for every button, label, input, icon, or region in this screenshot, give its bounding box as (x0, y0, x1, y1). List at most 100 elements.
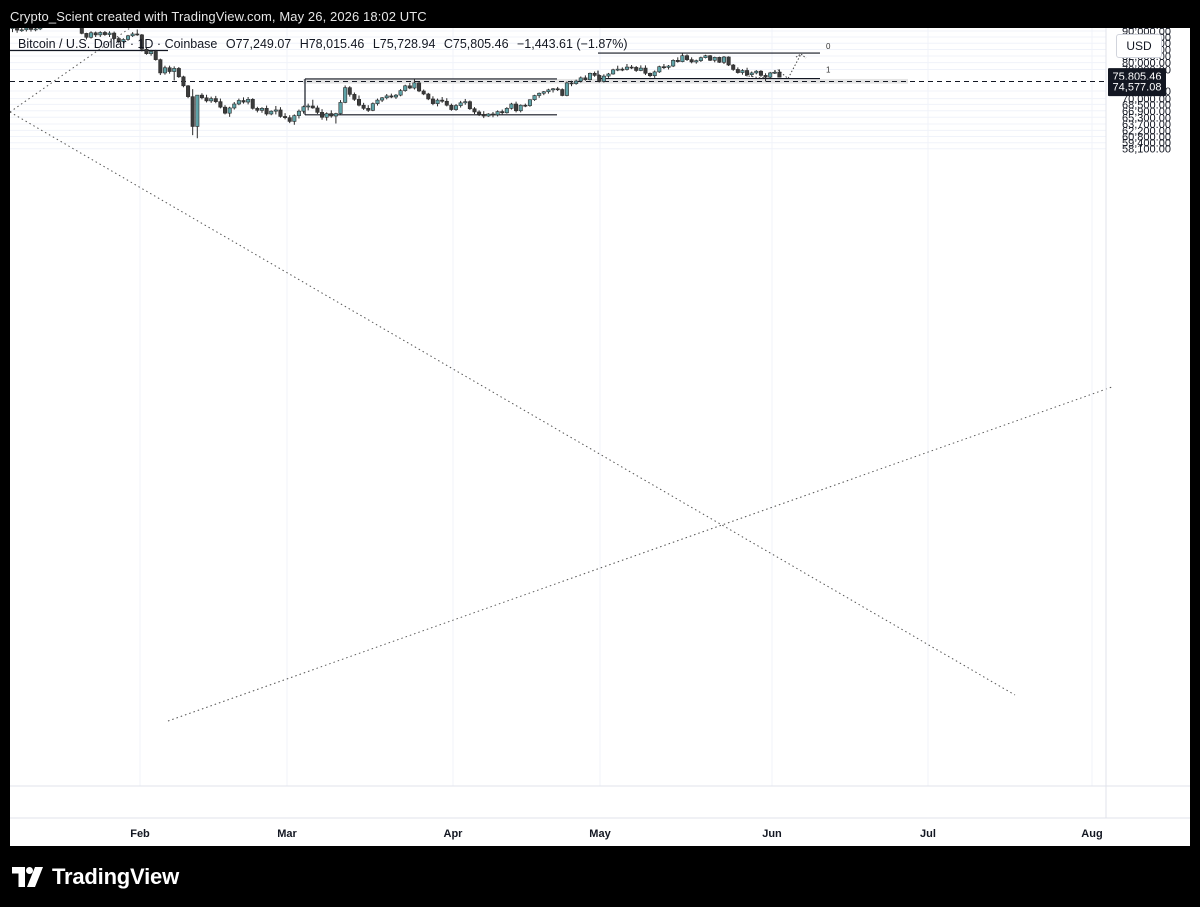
candle[interactable] (403, 84, 408, 92)
candle[interactable] (597, 74, 602, 83)
candle[interactable] (731, 63, 736, 71)
candle[interactable] (712, 56, 717, 63)
candle[interactable] (338, 100, 343, 115)
candle[interactable] (680, 53, 685, 63)
level-price-tag[interactable]: 74,577.08 (1108, 79, 1166, 95)
candle[interactable] (638, 65, 643, 72)
candle[interactable] (564, 81, 569, 97)
candle[interactable] (333, 112, 338, 124)
candle[interactable] (241, 97, 246, 104)
candle[interactable] (287, 115, 292, 124)
candle[interactable] (444, 98, 449, 107)
candle[interactable] (93, 31, 98, 38)
candle[interactable] (467, 100, 472, 110)
candle[interactable] (310, 99, 315, 109)
candle[interactable] (107, 31, 112, 38)
candle[interactable] (407, 82, 412, 90)
candle[interactable] (648, 72, 653, 78)
candle[interactable] (541, 90, 546, 96)
candle[interactable] (356, 95, 361, 107)
candle[interactable] (296, 109, 301, 119)
candle[interactable] (666, 65, 671, 70)
symbol-legend[interactable]: Bitcoin / U.S. Dollar · 1D · Coinbase O7… (18, 37, 628, 51)
candle[interactable] (324, 112, 329, 121)
candle[interactable] (592, 71, 597, 77)
candle[interactable] (495, 110, 500, 117)
candle[interactable] (218, 98, 223, 109)
candle[interactable] (689, 57, 694, 64)
candle[interactable] (652, 70, 657, 78)
candle[interactable] (768, 71, 773, 79)
candle[interactable] (135, 29, 140, 36)
candle[interactable] (763, 73, 768, 82)
candle[interactable] (555, 86, 560, 91)
candle[interactable] (389, 93, 394, 99)
candle[interactable] (306, 103, 311, 111)
currency-button[interactable]: USD (1116, 34, 1162, 58)
projection-path[interactable] (744, 53, 802, 80)
candle[interactable] (412, 78, 417, 90)
candle[interactable] (273, 105, 278, 115)
candle[interactable] (685, 54, 690, 61)
candle[interactable] (703, 54, 708, 59)
candle[interactable] (190, 89, 195, 136)
candle[interactable] (204, 94, 209, 103)
candle[interactable] (758, 70, 763, 77)
candle[interactable] (223, 105, 228, 115)
candle[interactable] (560, 88, 565, 97)
candle[interactable] (343, 85, 348, 104)
symbol-name[interactable]: Bitcoin / U.S. Dollar · 1D · Coinbase (18, 37, 218, 51)
candle[interactable] (366, 105, 371, 112)
candle[interactable] (38, 28, 43, 31)
price-chart[interactable]: 01 102,000.0098,000.0094,000.0092,000.00… (10, 28, 1190, 846)
chart-panel[interactable]: 01 102,000.0098,000.0094,000.0092,000.00… (10, 28, 1190, 846)
candle[interactable] (153, 49, 158, 61)
candle[interactable] (726, 56, 731, 67)
candle[interactable] (537, 92, 542, 98)
candle[interactable] (89, 31, 94, 39)
candle[interactable] (657, 65, 662, 73)
candle[interactable] (259, 107, 264, 113)
candle[interactable] (629, 65, 634, 70)
candle[interactable] (195, 94, 200, 139)
candle[interactable] (255, 106, 260, 113)
ascending-trendline[interactable] (167, 386, 1113, 722)
candle[interactable] (232, 102, 237, 110)
candle[interactable] (320, 109, 325, 120)
candle[interactable] (176, 67, 181, 78)
candle[interactable] (449, 103, 454, 111)
candle[interactable] (472, 107, 477, 114)
candle[interactable] (186, 85, 191, 99)
candle[interactable] (361, 102, 366, 110)
candle[interactable] (435, 98, 440, 107)
candle[interactable] (264, 105, 269, 116)
candle[interactable] (139, 33, 144, 52)
candle[interactable] (426, 92, 431, 101)
candle[interactable] (384, 93, 389, 100)
candle[interactable] (527, 99, 532, 107)
candle[interactable] (454, 104, 459, 111)
candle[interactable] (112, 31, 117, 40)
candle[interactable] (269, 110, 274, 116)
candle[interactable] (620, 67, 625, 72)
candle[interactable] (98, 31, 103, 38)
candle[interactable] (606, 72, 611, 78)
candle[interactable] (745, 67, 750, 77)
candle[interactable] (583, 75, 588, 81)
candle[interactable] (121, 38, 126, 44)
descending-trendline[interactable] (10, 111, 1016, 696)
candle[interactable] (33, 28, 38, 32)
candle[interactable] (523, 103, 528, 108)
candle[interactable] (578, 76, 583, 83)
candle[interactable] (292, 114, 297, 125)
candle[interactable] (209, 96, 214, 103)
candle[interactable] (126, 34, 131, 41)
candle[interactable] (10, 28, 15, 33)
candle[interactable] (574, 79, 579, 85)
candle[interactable] (370, 102, 375, 112)
candle[interactable] (375, 98, 380, 106)
candle[interactable] (227, 106, 232, 117)
candle[interactable] (698, 56, 703, 62)
candle[interactable] (84, 32, 89, 40)
candle[interactable] (463, 98, 468, 105)
